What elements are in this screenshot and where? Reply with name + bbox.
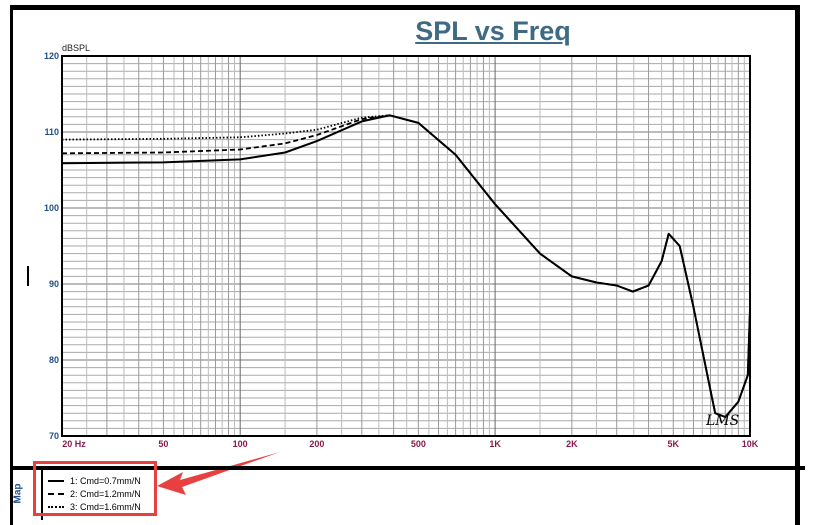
y-tick-label: 120 <box>44 51 59 61</box>
series-line-2 <box>61 114 751 418</box>
legend-item: 1: Cmd=0.7mm/N <box>48 476 141 486</box>
chart-title: SPL vs Freq <box>415 16 571 46</box>
legend-swatch-dashed <box>48 493 64 495</box>
legend-item: 2: Cmd=1.2mm/N <box>48 489 141 499</box>
y-tick-label: 110 <box>44 127 59 137</box>
x-tick-label: 10K <box>742 439 759 449</box>
x-tick-label: 200 <box>309 439 324 449</box>
y-tick-label: 70 <box>49 431 59 441</box>
chart-frame <box>10 5 800 525</box>
legend-swatch-dotted <box>48 506 64 508</box>
series-line-3 <box>61 114 751 418</box>
legend-swatch-solid <box>48 480 64 482</box>
x-tick-label: 20 Hz <box>62 439 86 449</box>
x-tick-label: 500 <box>411 439 426 449</box>
highlight-arrow <box>157 452 280 495</box>
x-tick-label: 5K <box>668 439 680 449</box>
plot-border <box>61 55 751 437</box>
annotation-signature: LMS <box>705 413 739 429</box>
y-tick-label: 90 <box>49 279 59 289</box>
legend-divider <box>10 466 805 470</box>
highlight-box <box>33 461 157 516</box>
legend-panel-label: Map <box>12 483 24 504</box>
y-tick-label: 80 <box>49 355 59 365</box>
x-tick-label: 2K <box>566 439 578 449</box>
y-axis-label: dBSPL <box>62 43 90 53</box>
legend-item: 3: Cmd=1.6mm/N <box>48 502 141 512</box>
x-tick-label: 1K <box>489 439 501 449</box>
x-tick-label: 50 <box>158 439 168 449</box>
legend-separator <box>41 470 43 520</box>
y-tick-label: 100 <box>44 203 59 213</box>
x-tick-label: 100 <box>233 439 248 449</box>
series-line-1 <box>61 114 751 418</box>
